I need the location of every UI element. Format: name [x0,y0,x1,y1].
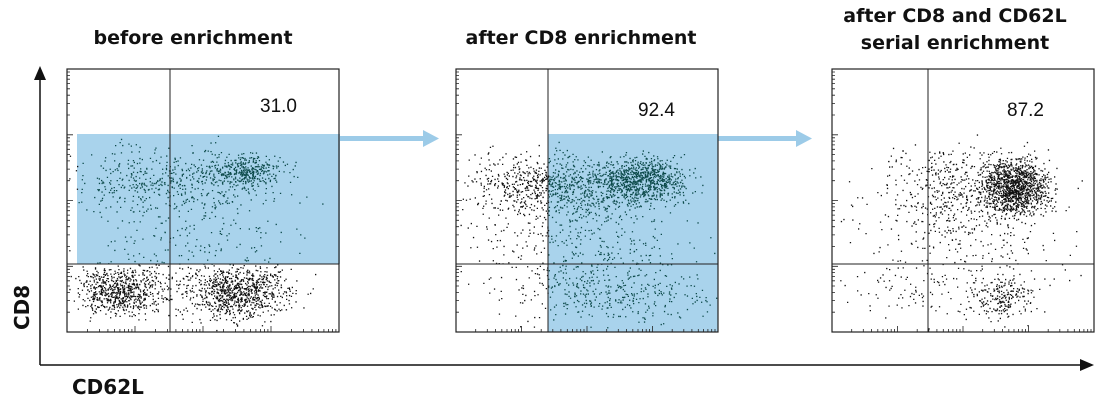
y-axis-arrowhead [34,66,46,80]
panel-title-3-line-1: after CD8 and CD62L [843,5,1067,27]
log-ticks-panel-2 [455,71,716,333]
panel-title-3: after CD8 and CD62L serial enrichment [820,3,1090,57]
y-axis-label: CD8 [10,284,34,330]
log-ticks-panel-1 [66,71,337,333]
x-axis-label: CD62L [72,375,144,399]
log-ticks-panel-3 [831,71,1092,333]
arrow-head-2 [796,130,812,147]
events-panel-3 [840,134,1083,330]
arrow-head-1 [423,130,439,147]
arrow-shaft-2 [718,136,798,141]
panel-title-2: after CD8 enrichment [446,25,716,52]
quadrant-value-1: 31.0 [260,96,297,117]
panel-title-2-line-1: after CD8 enrichment [465,27,697,49]
gated-events-panel-2 [548,141,718,329]
frame-panel-3 [831,68,1095,333]
quadrant-value-2: 92.4 [638,100,675,121]
panel-title-1-line-1: before enrichment [93,27,293,49]
arrow-shaft-1 [340,136,425,141]
events-panel-1 [69,155,317,332]
panel-title-3-line-2: serial enrichment [860,32,1050,54]
gate-region-1 [77,134,340,264]
events-panel-2 [460,144,550,328]
quadrant-value-3: 87.2 [1007,100,1044,121]
gate-region-2 [548,134,718,332]
x-axis-arrowhead [1080,359,1094,371]
panel-title-1: before enrichment [73,25,313,52]
